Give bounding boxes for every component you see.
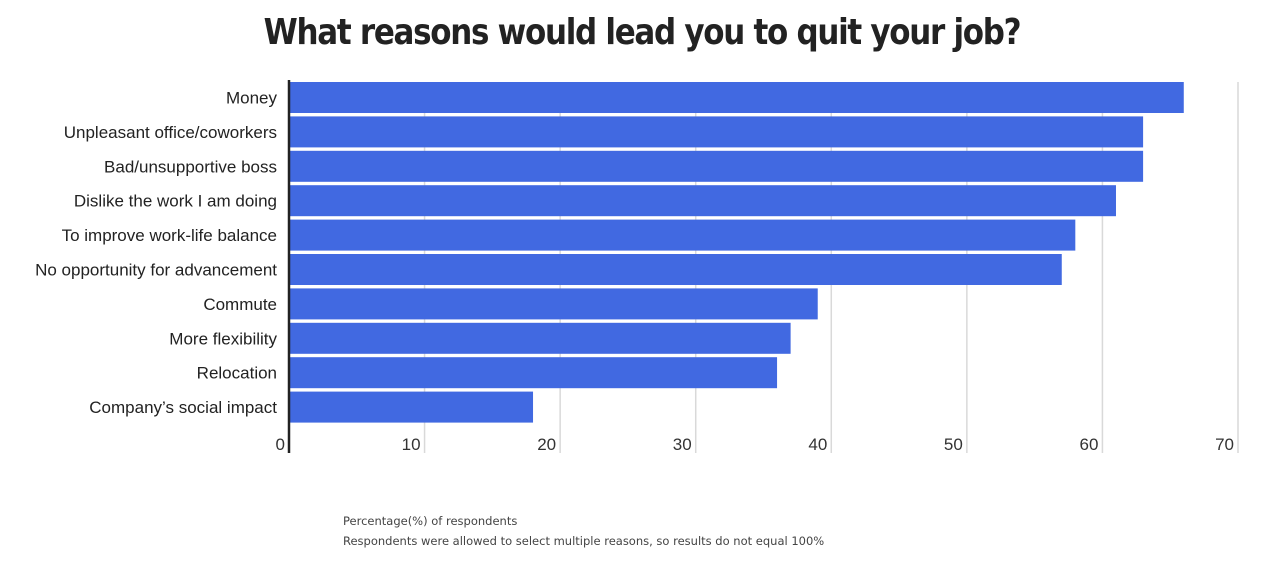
category-label: Unpleasant office/coworkers	[64, 123, 277, 142]
bar	[289, 391, 534, 423]
x-tick-label: 30	[673, 435, 692, 454]
x-tick-label: 70	[1215, 435, 1234, 454]
x-tick-label: 10	[402, 435, 421, 454]
bar	[289, 185, 1116, 217]
category-label: No opportunity for advancement	[35, 261, 277, 280]
bar	[289, 219, 1076, 251]
category-label: Bad/unsupportive boss	[104, 157, 277, 176]
bar	[289, 322, 791, 354]
bar	[289, 254, 1062, 285]
x-tick-label: 60	[1080, 435, 1099, 454]
bar	[289, 288, 818, 320]
note-units: Percentage(%) of respondents	[343, 514, 518, 528]
x-tick-label: 40	[808, 435, 827, 454]
category-label: Money	[226, 89, 278, 108]
category-label: Company’s social impact	[89, 398, 277, 417]
note-multiple: Respondents were allowed to select multi…	[343, 534, 825, 548]
x-tick-label: 0	[276, 435, 285, 454]
category-label: Dislike the work I am doing	[74, 192, 277, 211]
bar	[289, 116, 1144, 148]
bar	[289, 150, 1144, 182]
category-label: Relocation	[197, 364, 277, 383]
category-label: More flexibility	[169, 329, 277, 348]
x-tick-label: 50	[944, 435, 963, 454]
category-label: Commute	[203, 295, 277, 314]
bar	[289, 82, 1184, 113]
bar	[289, 357, 778, 389]
chart-title: What reasons would lead you to quit your…	[263, 12, 1022, 53]
category-label: To improve work-life balance	[62, 226, 277, 245]
x-tick-label: 20	[537, 435, 556, 454]
